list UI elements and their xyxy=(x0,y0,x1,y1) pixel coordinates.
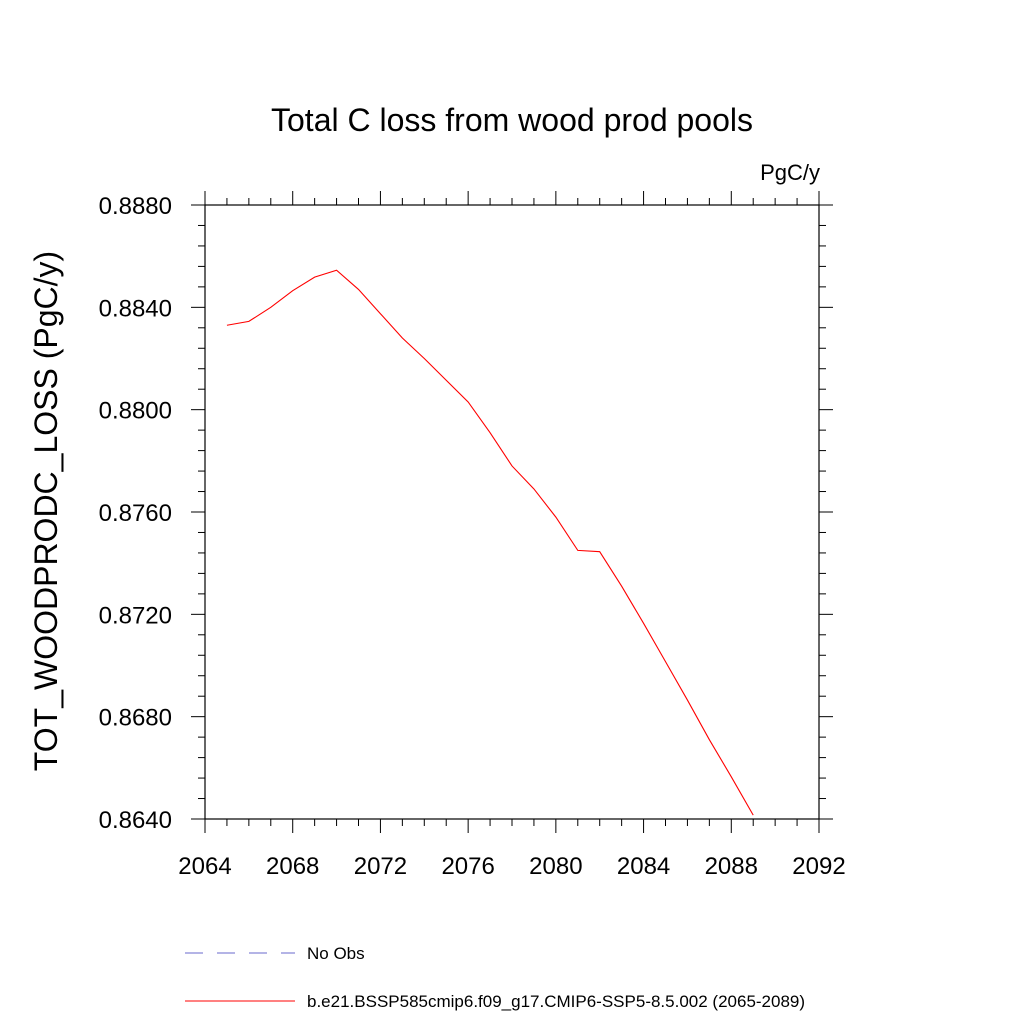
legend-label-model: b.e21.BSSP585cmip6.f09_g17.CMIP6-SSP5-8.… xyxy=(307,992,805,1011)
y-tick-label: 0.8760 xyxy=(99,500,172,527)
series-lines xyxy=(226,269,754,816)
x-tick-label: 2084 xyxy=(617,853,670,880)
axis-ticks xyxy=(191,191,833,833)
y-tick-label: 0.8880 xyxy=(99,193,172,220)
legend: No Obs b.e21.BSSP585cmip6.f09_g17.CMIP6-… xyxy=(185,944,805,1011)
y-tick-label: 0.8840 xyxy=(99,295,172,322)
legend-label-no-obs: No Obs xyxy=(307,944,365,963)
y-tick-label: 0.8640 xyxy=(99,807,172,834)
chart-title: Total C loss from wood prod pools xyxy=(271,102,753,138)
x-tick-label: 2080 xyxy=(529,853,582,880)
x-tick-label: 2072 xyxy=(354,853,407,880)
series-line-1 xyxy=(226,269,754,816)
x-tick-label: 2064 xyxy=(178,853,231,880)
x-tick-label: 2068 xyxy=(266,853,319,880)
y-tick-labels: 0.8640 0.8680 0.8720 0.8760 0.8800 0.8840 0.88… xyxy=(99,193,172,834)
x-tick-labels: 2064 2068 2072 2076 2080 2084 2088 2092 xyxy=(178,853,845,880)
x-tick-label: 2088 xyxy=(705,853,758,880)
y-tick-label: 0.8800 xyxy=(99,398,172,425)
x-tick-label: 2076 xyxy=(441,853,494,880)
y-axis-label: TOT_WOODPRODC_LOSS (PgC/y) xyxy=(28,251,64,771)
y-tick-label: 0.8720 xyxy=(99,602,172,629)
plot-frame xyxy=(204,204,820,820)
units-label: PgC/y xyxy=(760,160,820,185)
x-tick-label: 2092 xyxy=(792,853,845,880)
y-tick-label: 0.8680 xyxy=(99,705,172,732)
